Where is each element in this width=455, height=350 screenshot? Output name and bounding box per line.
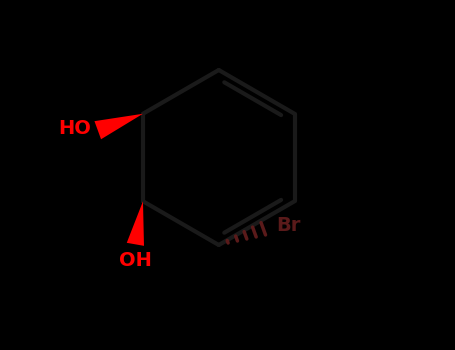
Text: HO: HO [58, 119, 91, 138]
Polygon shape [127, 201, 144, 246]
Text: Br: Br [277, 216, 301, 235]
Polygon shape [95, 114, 143, 139]
Text: OH: OH [119, 251, 152, 270]
